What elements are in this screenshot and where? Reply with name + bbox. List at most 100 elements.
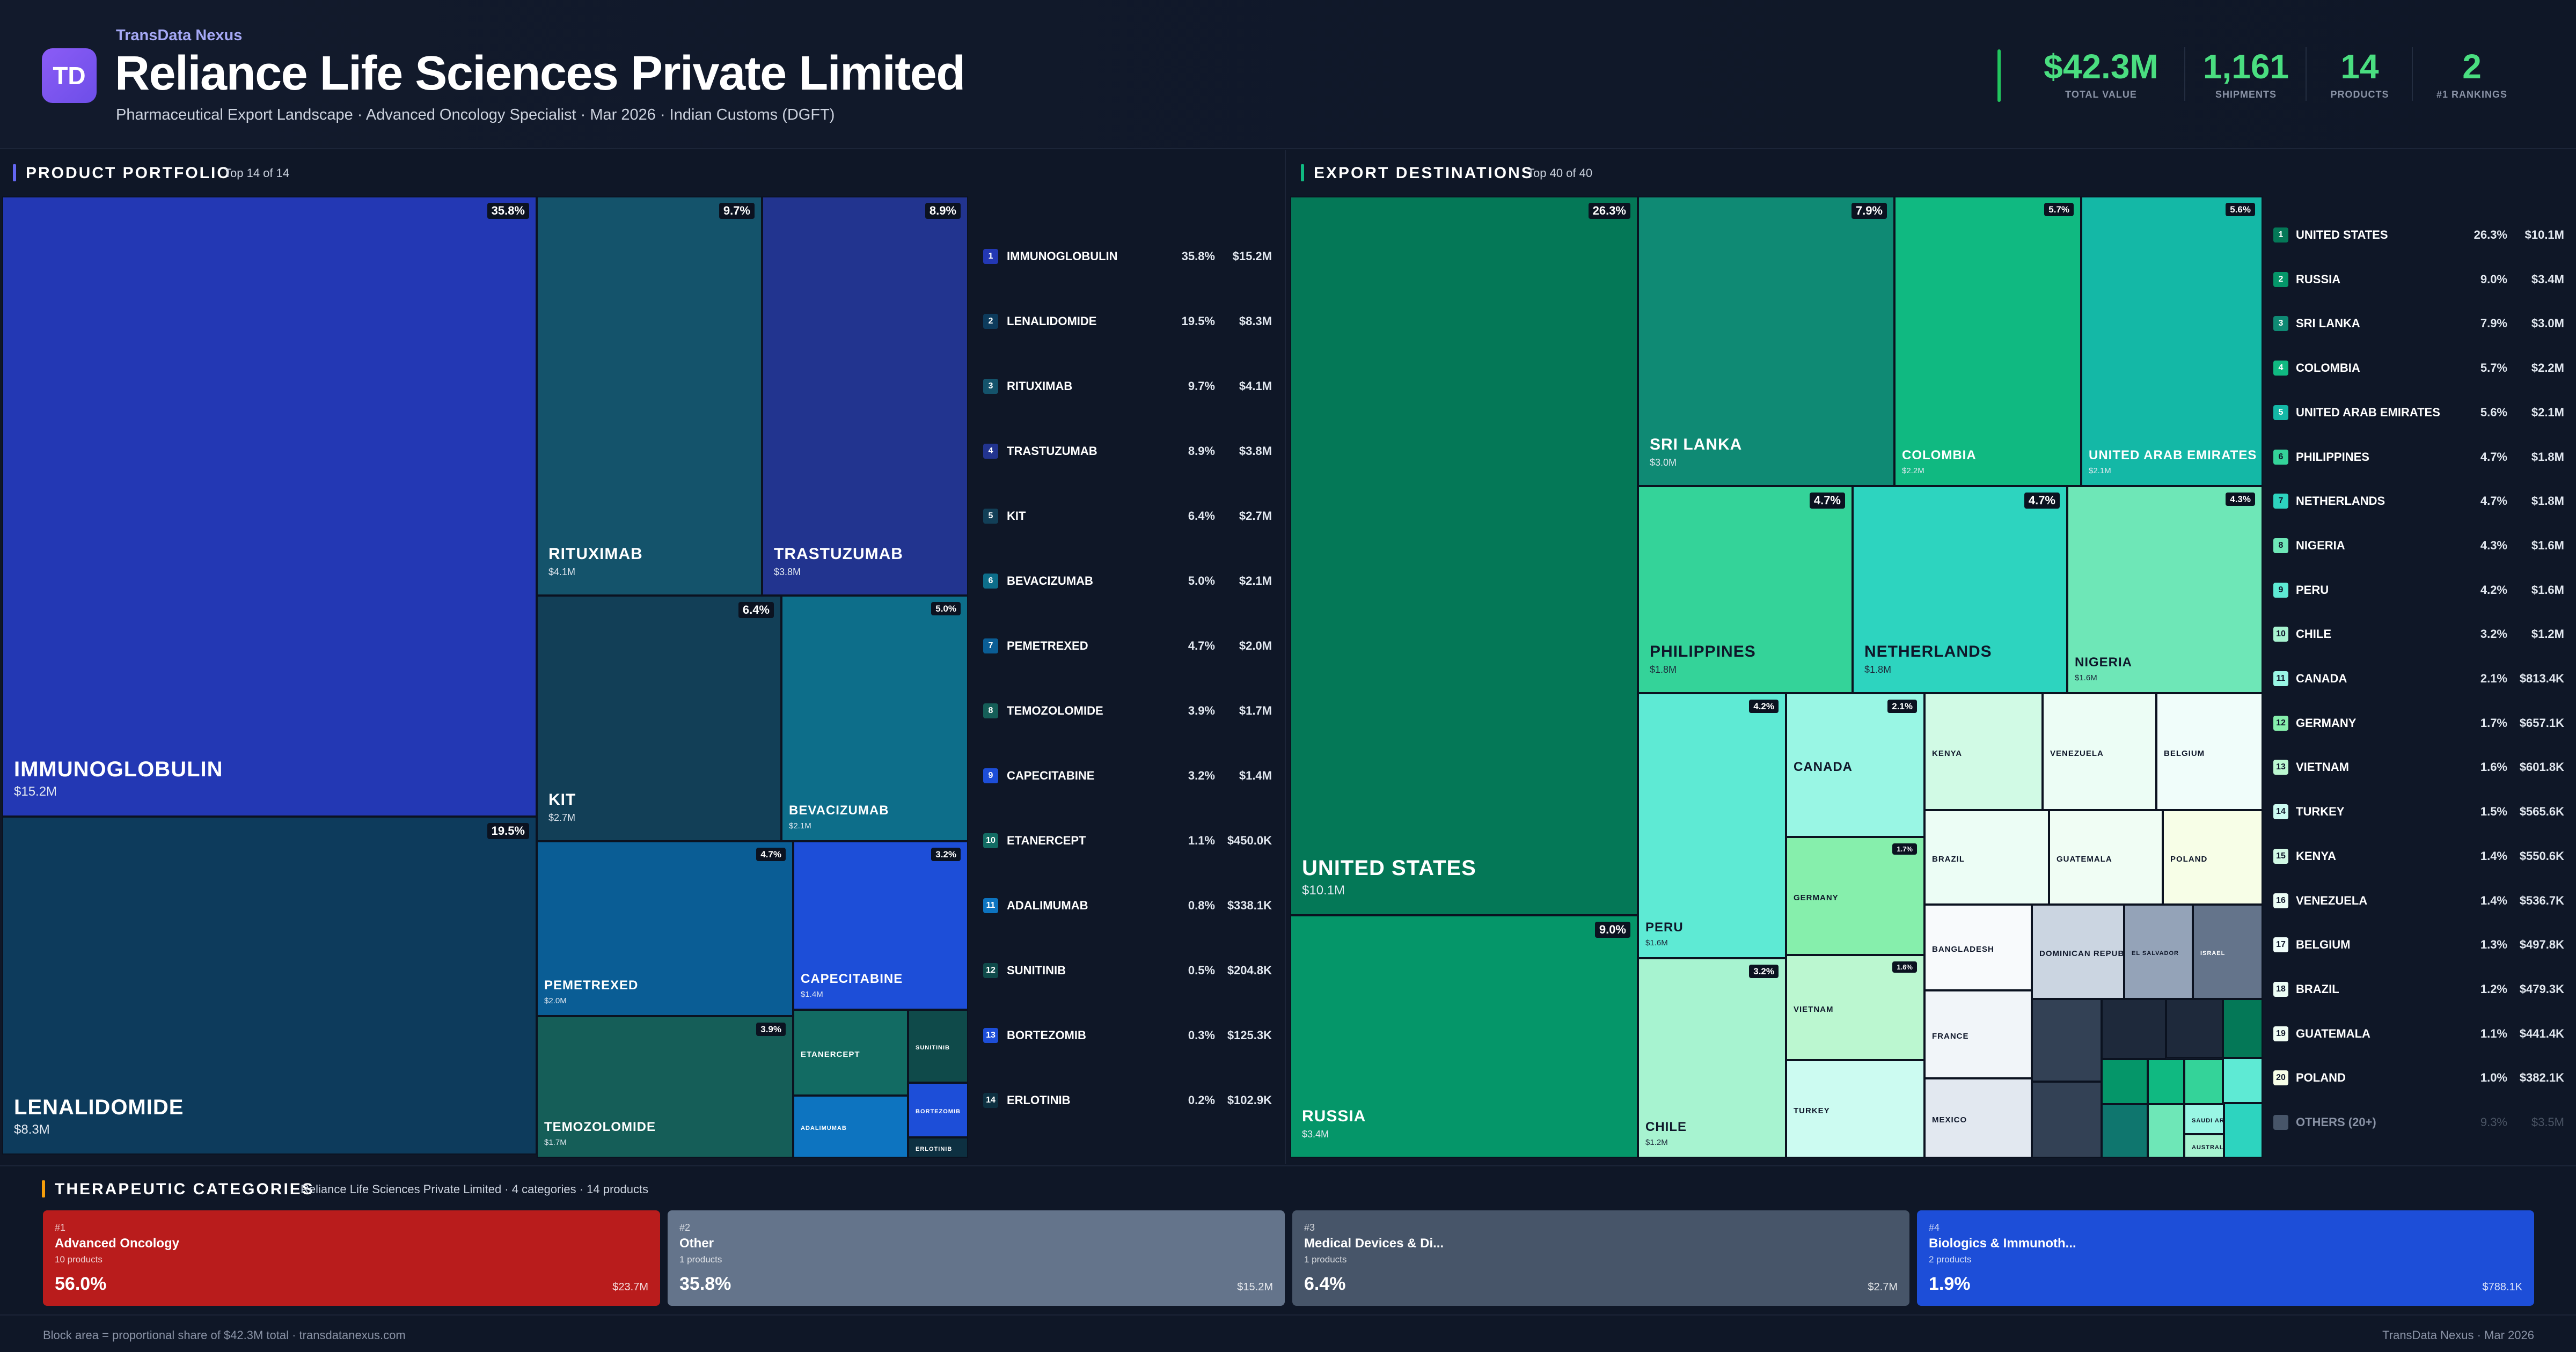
tile-united-arab-emirates[interactable]: 5.6% UNITED ARAB EMIRATES $2.1M (2081, 196, 2263, 486)
tile-minor-36[interactable] (2148, 1104, 2184, 1158)
destination-share: 9.3% (2480, 1115, 2507, 1129)
destination-list-item[interactable]: 7 NETHERLANDS 4.7% $1.8M (2273, 494, 2565, 509)
destination-list-others[interactable]: OTHERS (20+) 9.3% $3.5M (2273, 1115, 2565, 1130)
product-list-item[interactable]: 14 ERLOTINIB 0.2% $102.9K (983, 1093, 1273, 1108)
product-list-item[interactable]: 10 ETANERCEPT 1.1% $450.0K (983, 833, 1273, 848)
tile-venezuela[interactable]: VENEZUELA (2043, 693, 2156, 810)
destination-list-item[interactable]: 19 GUATEMALA 1.1% $441.4K (2273, 1026, 2565, 1041)
category-card-1[interactable]: #1 Advanced Oncology 10 products 56.0% $… (43, 1210, 660, 1306)
product-list-item[interactable]: 9 CAPECITABINE 3.2% $1.4M (983, 768, 1273, 783)
tile-sri-lanka[interactable]: 7.9% SRI LANKA $3.0M (1638, 196, 1894, 486)
tile-minor-29[interactable] (2223, 999, 2263, 1058)
tile-minor-26[interactable] (2032, 999, 2102, 1082)
destination-list-item[interactable]: 11 CANADA 2.1% $813.4K (2273, 671, 2565, 686)
tile-adalimumab[interactable]: ADALIMUMAB (793, 1096, 908, 1158)
tile-mexico[interactable]: MEXICO (1924, 1078, 2032, 1158)
tile-minor-31[interactable] (2102, 1059, 2148, 1104)
destination-list-item[interactable]: 5 UNITED ARAB EMIRATES 5.6% $2.1M (2273, 405, 2565, 420)
tile-netherlands[interactable]: 4.7% NETHERLANDS $1.8M (1853, 486, 2067, 693)
destination-list-item[interactable]: 16 VENEZUELA 1.4% $536.7K (2273, 893, 2565, 908)
tile-minor-28[interactable] (2166, 999, 2223, 1058)
tile-kenya[interactable]: KENYA (1924, 693, 2043, 810)
destination-list-item[interactable]: 20 POLAND 1.0% $382.1K (2273, 1070, 2565, 1086)
tile-erlotinib[interactable]: ERLOTINIB (908, 1137, 968, 1158)
product-list-item[interactable]: 3 RITUXIMAB 9.7% $4.1M (983, 379, 1273, 394)
destination-list-item[interactable]: 14 TURKEY 1.5% $565.6K (2273, 804, 2565, 820)
tile-minor-34[interactable] (2223, 1058, 2263, 1103)
product-list-item[interactable]: 12 SUNITINIB 0.5% $204.8K (983, 963, 1273, 978)
category-card-4[interactable]: #4 Biologics & Immunoth... 2 products 1.… (1917, 1210, 2534, 1306)
category-card-2[interactable]: #2 Other 1 products 35.8% $15.2M (668, 1210, 1285, 1306)
tile-lenalidomide[interactable]: 19.5% LENALIDOMIDE $8.3M (2, 817, 537, 1155)
product-list-item[interactable]: 11 ADALIMUMAB 0.8% $338.1K (983, 898, 1273, 913)
destination-list-item[interactable]: 17 BELGIUM 1.3% $497.8K (2273, 937, 2565, 953)
tile-minor-33[interactable] (2184, 1059, 2223, 1104)
tile-russia[interactable]: 9.0% RUSSIA $3.4M (1290, 915, 1638, 1158)
product-list-item[interactable]: 1 IMMUNOGLOBULIN 35.8% $15.2M (983, 249, 1273, 264)
tile-colombia[interactable]: 5.7% COLOMBIA $2.2M (1894, 196, 2081, 486)
tile-temozolomide[interactable]: 3.9% TEMOZOLOMIDE $1.7M (537, 1016, 793, 1158)
tile-israel[interactable]: ISRAEL (2193, 905, 2263, 999)
tile-etanercept[interactable]: ETANERCEPT (793, 1010, 908, 1096)
product-list-item[interactable]: 7 PEMETREXED 4.7% $2.0M (983, 638, 1273, 653)
tile-france[interactable]: FRANCE (1924, 990, 2032, 1078)
tile-dominican-republic[interactable]: DOMINICAN REPUBLIC (2032, 905, 2124, 999)
destination-list-item[interactable]: 13 VIETNAM 1.6% $601.8K (2273, 760, 2565, 775)
tile-el-salvador[interactable]: EL SALVADOR (2124, 905, 2193, 999)
destination-list-item[interactable]: 6 PHILIPPINES 4.7% $1.8M (2273, 449, 2565, 465)
tile-minor-27[interactable] (2102, 999, 2166, 1059)
tile-minor-35[interactable] (2102, 1104, 2148, 1158)
destination-list-item[interactable]: 1 UNITED STATES 26.3% $10.1M (2273, 227, 2565, 243)
tile-australia[interactable]: AUSTRALIA (2184, 1134, 2224, 1158)
destination-list-item[interactable]: 18 BRAZIL 1.2% $479.3K (2273, 981, 2565, 997)
tile-philippines[interactable]: 4.7% PHILIPPINES $1.8M (1638, 486, 1853, 693)
tile-peru[interactable]: 4.2% PERU $1.6M (1638, 693, 1786, 958)
destination-list-item[interactable]: 8 NIGERIA 4.3% $1.6M (2273, 538, 2565, 553)
destination-list-item[interactable]: 15 KENYA 1.4% $550.6K (2273, 848, 2565, 864)
tile-germany[interactable]: 1.7% GERMANY (1786, 837, 1924, 955)
destination-list-item[interactable]: 9 PERU 4.2% $1.6M (2273, 582, 2565, 598)
destination-list-item[interactable]: 12 GERMANY 1.7% $657.1K (2273, 715, 2565, 731)
tile-canada[interactable]: 2.1% CANADA (1786, 693, 1924, 837)
destination-list-item[interactable]: 4 COLOMBIA 5.7% $2.2M (2273, 361, 2565, 376)
tile-bevacizumab[interactable]: 5.0% BEVACIZUMAB $2.1M (781, 596, 968, 841)
tile-bortezomib[interactable]: BORTEZOMIB (908, 1083, 968, 1137)
destination-list-item[interactable]: 3 SRI LANKA 7.9% $3.0M (2273, 316, 2565, 332)
tile-bangladesh[interactable]: BANGLADESH (1924, 905, 2032, 990)
product-list-item[interactable]: 5 KIT 6.4% $2.7M (983, 509, 1273, 524)
tile-rituximab[interactable]: 9.7% RITUXIMAB $4.1M (537, 196, 762, 596)
tile-chile[interactable]: 3.2% CHILE $1.2M (1638, 958, 1786, 1158)
tile-poland[interactable]: POLAND (2163, 810, 2263, 905)
tile-turkey[interactable]: TURKEY (1786, 1060, 1924, 1158)
product-list-item[interactable]: 4 TRASTUZUMAB 8.9% $3.8M (983, 444, 1273, 459)
tile-pemetrexed[interactable]: 4.7% PEMETREXED $2.0M (537, 841, 793, 1016)
tile-minor-30[interactable] (2032, 1082, 2102, 1158)
tile-united-states[interactable]: 26.3% UNITED STATES $10.1M (1290, 196, 1638, 915)
tile-guatemala[interactable]: GUATEMALA (2049, 810, 2163, 905)
destination-list-item[interactable]: 10 CHILE 3.2% $1.2M (2273, 627, 2565, 642)
tile-trastuzumab[interactable]: 8.9% TRASTUZUMAB $3.8M (762, 196, 968, 596)
product-share: 3.9% (1188, 704, 1215, 717)
tile-nigeria[interactable]: 4.3% NIGERIA $1.6M (2067, 486, 2263, 693)
product-list-item[interactable]: 13 BORTEZOMIB 0.3% $125.3K (983, 1028, 1273, 1043)
tile-minor-39[interactable] (2224, 1103, 2263, 1158)
product-list-item[interactable]: 8 TEMOZOLOMIDE 3.9% $1.7M (983, 703, 1273, 718)
category-card-3[interactable]: #3 Medical Devices & Di... 1 products 6.… (1292, 1210, 1909, 1306)
tile-kit[interactable]: 6.4% KIT $2.7M (537, 596, 781, 841)
tile-vietnam[interactable]: 1.6% VIETNAM (1786, 955, 1924, 1060)
destination-value: $565.6K (2519, 805, 2564, 819)
tile-capecitabine[interactable]: 3.2% CAPECITABINE $1.4M (793, 841, 968, 1010)
tile-belgium[interactable]: BELGIUM (2156, 693, 2263, 810)
product-list-item[interactable]: 6 BEVACIZUMAB 5.0% $2.1M (983, 574, 1273, 589)
destination-list-item[interactable]: 2 RUSSIA 9.0% $3.4M (2273, 271, 2565, 287)
destination-share: 4.7% (2480, 494, 2507, 508)
tile-saudi-arabia[interactable]: SAUDI ARABIA (2184, 1104, 2224, 1134)
rank-badge: 7 (983, 638, 998, 653)
tile-brazil[interactable]: BRAZIL (1924, 810, 2049, 905)
destination-name: VIETNAM (2296, 760, 2349, 774)
tile-immunoglobulin[interactable]: 35.8% IMMUNOGLOBULIN $15.2M (2, 196, 537, 817)
destination-share: 26.3% (2473, 228, 2507, 241)
tile-minor-32[interactable] (2148, 1059, 2184, 1104)
tile-sunitinib[interactable]: SUNITINIB (908, 1010, 968, 1083)
product-list-item[interactable]: 2 LENALIDOMIDE 19.5% $8.3M (983, 314, 1273, 329)
